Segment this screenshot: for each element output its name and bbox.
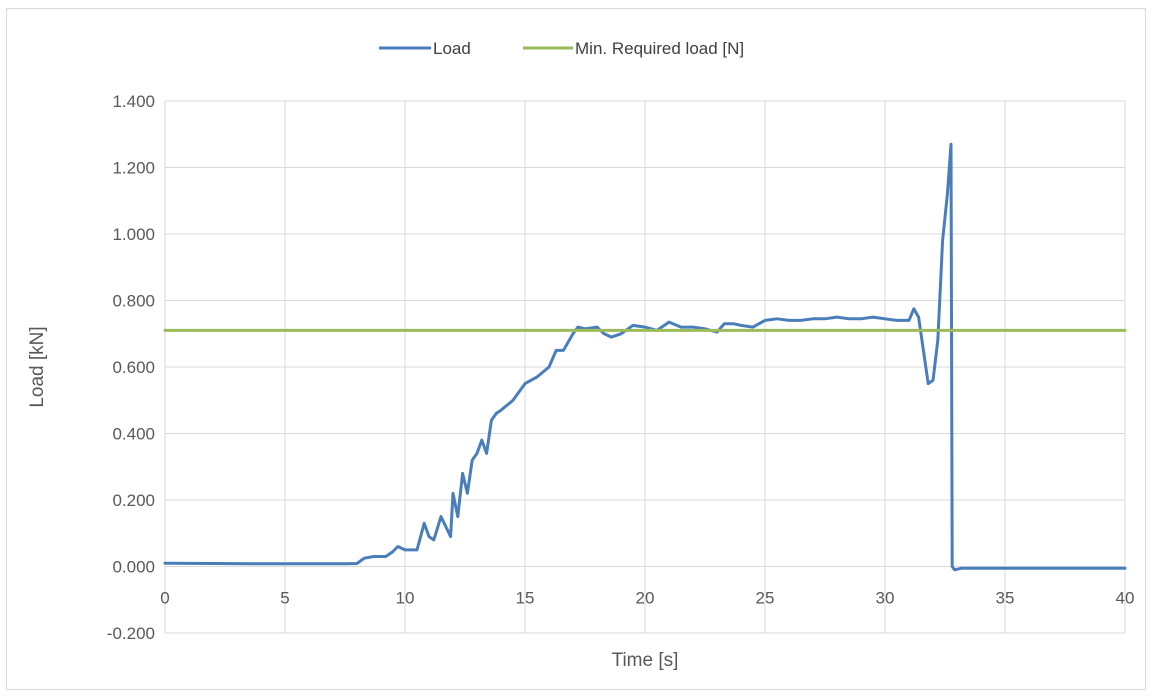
load-time-chart: 0 5 10 15 20 25 30 35 40 -0.200 0.000 0.200 0.400 0.… [27,39,1134,671]
x-tick-label: 15 [516,589,535,608]
y-tick-label: 0.000 [112,558,155,577]
y-tick-label: 0.800 [112,292,155,311]
y-axis-title: Load [kN] [27,326,48,407]
y-tick-label: 1.000 [112,225,155,244]
x-tick-label: 35 [996,589,1015,608]
x-tick-label: 10 [396,589,415,608]
x-tick-label: 5 [280,589,289,608]
x-axis-title: Time [s] [612,650,679,671]
y-tick-label: 0.600 [112,358,155,377]
y-tick-label: 1.400 [112,92,155,111]
y-tick-label: 1.200 [112,159,155,178]
legend: Load Min. Required load [N] [379,39,744,58]
x-tick-label: 20 [636,589,655,608]
chart-frame: 0 5 10 15 20 25 30 35 40 -0.200 0.000 0.200 0.400 0.… [6,8,1146,690]
gridlines [164,100,1126,634]
x-tick-label: 40 [1116,589,1135,608]
y-tick-labels: -0.200 0.000 0.200 0.400 0.600 0.800 1.000 1.20… [107,92,155,643]
series-layer [163,142,1127,572]
y-tick-label: 0.200 [112,491,155,510]
legend-label-min-required-load: Min. Required load [N] [575,39,744,58]
x-tick-label: 30 [876,589,895,608]
x-tick-label: 25 [756,589,775,608]
series-line-load [163,142,1127,572]
y-tick-label: 0.400 [112,425,155,444]
legend-label-load: Load [433,39,471,58]
x-tick-label: 0 [160,589,169,608]
x-tick-labels: 0 5 10 15 20 25 30 35 40 [160,589,1134,608]
y-tick-label: -0.200 [107,624,155,643]
